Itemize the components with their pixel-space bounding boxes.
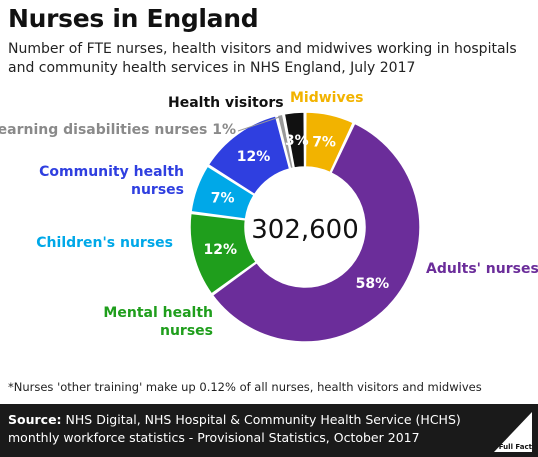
footnote: *Nurses 'other training' make up 0.12% o… — [8, 380, 482, 394]
slice-value-label: 7% — [312, 135, 336, 151]
donut-slices — [189, 111, 421, 343]
label-community-line1: Community health — [39, 164, 184, 180]
slice-adults-nurses — [211, 122, 421, 343]
label-mental-line1: Mental health — [103, 305, 213, 321]
slice-midwives — [304, 111, 355, 174]
source-text: NHS Digital, NHS Hospital & Community He… — [8, 412, 461, 445]
slice-community-health-nurses — [207, 114, 291, 196]
chart-subtitle: Number of FTE nurses, health visitors an… — [8, 41, 517, 76]
slice-value-label: 12% — [203, 242, 237, 258]
slice-mental-health-nurses — [189, 212, 258, 295]
label-health-visitors: Health visitors — [168, 95, 284, 111]
full-fact-logo-icon — [494, 412, 532, 452]
slice-learning-disabilities-nurses — [276, 113, 295, 170]
donut-chart: 302,600 7% 58% 12% 7% 12% 3% Midwives Health … — [0, 90, 538, 343]
label-learning-disabilities: Learning disabilities nurses 1% — [0, 122, 236, 138]
slice-value-label: 12% — [237, 149, 271, 165]
label-mental-line2: nurses — [160, 323, 213, 339]
slice-value-label: 3% — [285, 133, 309, 149]
slice-children-s-nurses — [190, 165, 256, 220]
logo-text: Full Fact — [498, 443, 532, 451]
slice-health-visitors — [283, 111, 306, 169]
source-text-block: Source: NHS Digital, NHS Hospital & Comm… — [8, 411, 478, 447]
label-midwives: Midwives — [290, 90, 363, 106]
label-childrens: Children's nurses — [36, 235, 173, 251]
label-adults: Adults' nurses — [426, 261, 538, 277]
source-label: Source: — [8, 412, 62, 427]
center-total-label: 302,600 — [251, 215, 359, 245]
learning-leader-line — [237, 116, 281, 132]
slice-value-labels: 7% 58% 12% 7% 12% 3% — [203, 116, 390, 292]
category-labels: Midwives Health visitors Learning disabi… — [0, 90, 538, 339]
source-footer: Source: NHS Digital, NHS Hospital & Comm… — [0, 404, 538, 457]
label-community-line2: nurses — [131, 182, 184, 198]
chart-title: Nurses in England — [8, 4, 259, 33]
slice-value-label: 7% — [211, 190, 235, 206]
slice-value-label: 58% — [356, 276, 390, 292]
